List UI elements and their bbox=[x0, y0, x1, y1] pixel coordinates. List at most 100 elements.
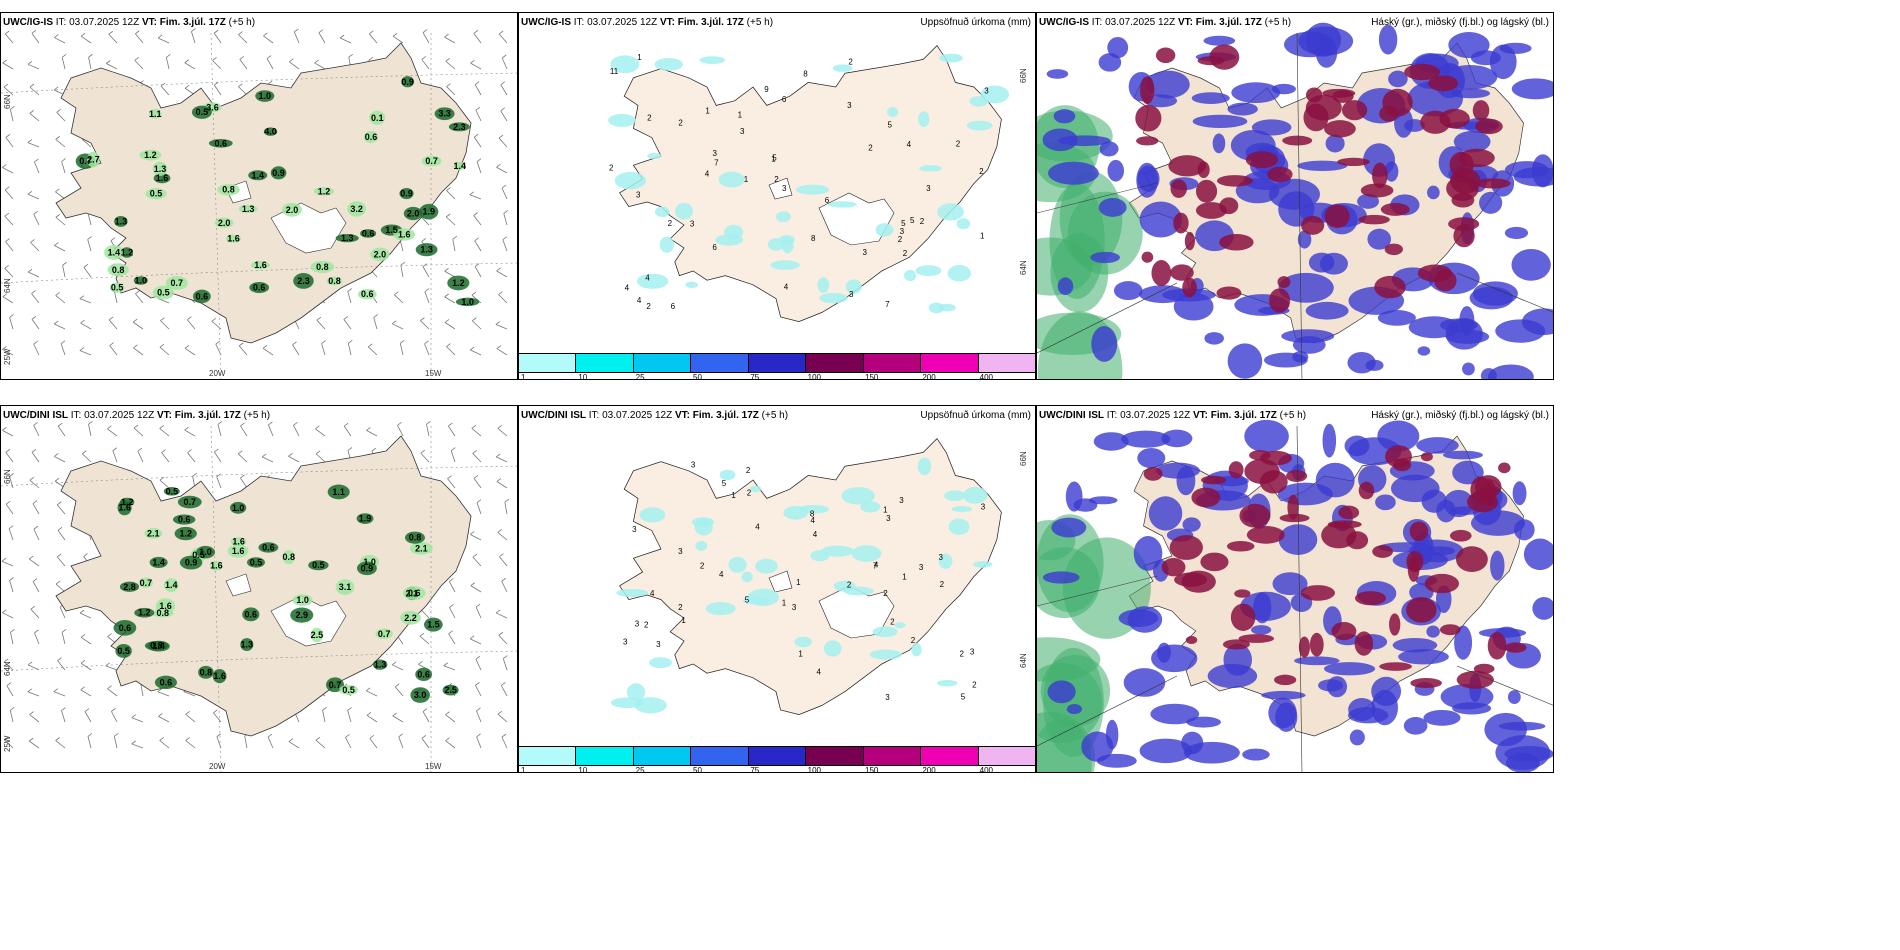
precip-cell bbox=[152, 161, 168, 176]
wind-barb-flag bbox=[469, 346, 475, 351]
wind-barb bbox=[421, 738, 430, 749]
wind-barb-flag bbox=[133, 344, 138, 349]
wind-barb bbox=[212, 60, 222, 70]
wind-barb-flag bbox=[238, 83, 243, 87]
wind-barb-flag bbox=[322, 706, 327, 711]
precip-amount: 1 bbox=[681, 616, 686, 625]
wind-barb bbox=[62, 265, 66, 278]
precip-amount: 7 bbox=[873, 561, 878, 570]
precip-value: 0.8 bbox=[282, 552, 295, 562]
colorbar-swatch bbox=[921, 354, 979, 372]
precip-cell bbox=[410, 687, 430, 703]
precip-amount: 4 bbox=[907, 140, 912, 149]
low-cloud bbox=[1051, 517, 1087, 538]
precip-value: 1.3 bbox=[374, 660, 387, 670]
wind-barb bbox=[238, 345, 248, 356]
wind-barb-flag bbox=[79, 609, 85, 614]
wind-barb bbox=[495, 612, 508, 619]
precip-cell bbox=[250, 261, 270, 270]
wind-barb-flag bbox=[444, 293, 449, 298]
wind-barb bbox=[450, 450, 456, 463]
wind-barb-flag bbox=[8, 525, 14, 529]
low-cloud bbox=[1377, 420, 1420, 452]
colorbar-swatch bbox=[519, 747, 577, 765]
wind-barb bbox=[500, 110, 508, 122]
wind-barb-flag bbox=[445, 213, 451, 218]
wind-barb-flag bbox=[288, 738, 294, 742]
wind-barb-flag bbox=[3, 83, 9, 88]
precip-cell bbox=[401, 76, 415, 88]
wind-barb-flag bbox=[166, 53, 171, 58]
precip-amount: 3 bbox=[849, 290, 854, 299]
wind-barb-flag bbox=[216, 473, 221, 478]
mid-cloud bbox=[1185, 636, 1198, 645]
precip-value: 1.3 bbox=[242, 204, 255, 214]
wind-barb-flag bbox=[497, 424, 503, 429]
precip-amount: 4 bbox=[784, 282, 789, 291]
low-cloud bbox=[1426, 625, 1440, 638]
mid-cloud bbox=[1475, 178, 1511, 189]
low-cloud bbox=[1139, 738, 1193, 764]
precip-value: 1.1 bbox=[149, 109, 162, 119]
precip-area bbox=[699, 56, 726, 64]
model-name: UWC/IG-IS bbox=[3, 17, 53, 28]
precip-cell bbox=[282, 202, 302, 217]
wind-barb bbox=[445, 216, 456, 226]
precip-value: 3.0 bbox=[414, 690, 427, 700]
wind-barb-flag bbox=[160, 317, 165, 321]
precip-area bbox=[810, 550, 830, 562]
mid-cloud bbox=[1277, 276, 1291, 289]
wind-barb bbox=[33, 528, 40, 541]
mid-cloud bbox=[1259, 450, 1292, 466]
precip-value: 1.6 bbox=[232, 537, 245, 547]
precip-cell bbox=[258, 542, 279, 553]
wind-barb bbox=[133, 347, 144, 356]
precip-value: 1.0 bbox=[461, 297, 474, 307]
wind-barb bbox=[82, 453, 92, 463]
wind-barb bbox=[394, 294, 404, 304]
mid-cloud bbox=[1380, 202, 1410, 216]
precip-cell bbox=[208, 139, 233, 148]
mid-cloud bbox=[1200, 552, 1229, 572]
precip-cell bbox=[144, 528, 163, 539]
precip-area bbox=[973, 561, 993, 568]
wind-barb bbox=[399, 343, 404, 356]
wind-barb bbox=[373, 317, 378, 330]
precip-cell bbox=[356, 513, 374, 524]
precip-value: 0.8 bbox=[409, 533, 422, 543]
precip-value: 0.7 bbox=[329, 680, 342, 690]
wind-barb bbox=[473, 33, 482, 44]
wind-barb-flag bbox=[451, 447, 456, 451]
wind-barb-flag bbox=[10, 105, 15, 110]
precip-value: 0.5 bbox=[250, 557, 263, 567]
precip-shading bbox=[608, 53, 1010, 314]
precip-amount: 4 bbox=[645, 273, 650, 282]
wind-barb-flag bbox=[87, 733, 93, 737]
wind-barb-flag bbox=[472, 317, 477, 322]
wind-barb-flag bbox=[470, 59, 475, 64]
precip-area bbox=[654, 206, 670, 218]
precip-value: 2.0 bbox=[286, 205, 299, 215]
low-cloud bbox=[1513, 519, 1535, 541]
wind-barb bbox=[2, 296, 14, 304]
wind-barb-flag bbox=[185, 711, 190, 715]
wind-barb-flag bbox=[391, 661, 397, 666]
precip-value: 1.0 bbox=[135, 275, 148, 285]
low-cloud bbox=[1139, 285, 1188, 304]
wind-barb bbox=[267, 736, 274, 749]
wind-barb bbox=[237, 453, 248, 463]
wind-barb bbox=[469, 194, 482, 200]
precip-value: 3.3 bbox=[438, 109, 451, 119]
precip-value: 1.6 bbox=[213, 671, 226, 681]
lat-label-66: 66N bbox=[3, 94, 12, 109]
wind-barb bbox=[500, 685, 508, 697]
precip-cell bbox=[196, 545, 216, 559]
precip-amount: 1 bbox=[902, 573, 907, 582]
precip-value: 0.7 bbox=[425, 156, 438, 166]
precip-cell bbox=[360, 229, 377, 238]
wind-barb bbox=[160, 85, 170, 96]
low-cloud bbox=[1271, 83, 1296, 95]
wind-barb bbox=[160, 320, 170, 330]
wind-barb bbox=[367, 346, 378, 356]
low-cloud bbox=[1065, 481, 1083, 512]
